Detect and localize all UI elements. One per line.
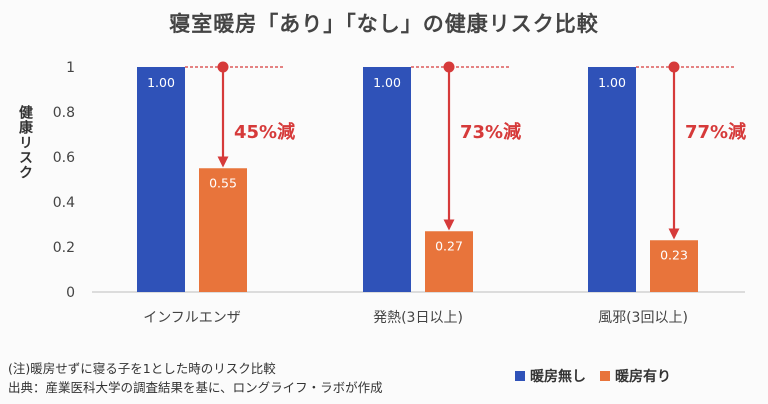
bar-heating xyxy=(425,231,473,292)
y-tick-label: 0.2 xyxy=(53,240,75,256)
y-tick-label: 1 xyxy=(66,60,75,76)
reduction-arrow-dot xyxy=(443,61,455,73)
legend: 暖房無し 暖房有り xyxy=(515,366,671,386)
legend-label-heating: 暖房有り xyxy=(615,369,671,385)
footnotes: (注)暖房せずに寝る子を1とした時のリスク比較 出典：産業医科大学の調査結果を基… xyxy=(8,359,383,397)
footnote-source: 出典：産業医科大学の調査結果を基に、ロングライフ・ラボが作成 xyxy=(8,380,383,395)
legend-swatch-heating xyxy=(600,371,610,381)
chart-title: 寝室暖房「あり」「なし」の健康リスク比較 xyxy=(169,12,599,36)
y-tick-label: 0 xyxy=(66,285,75,301)
legend-item-heating: 暖房有り xyxy=(600,366,671,386)
x-tick-label: 発熱(3日以上) xyxy=(373,310,463,326)
legend-label-no-heating: 暖房無し xyxy=(530,369,586,385)
bar-value-label: 0.27 xyxy=(435,238,463,253)
reduction-annotation: 77%減 xyxy=(685,121,746,143)
bar-no-heating xyxy=(363,67,411,292)
y-tick-label: 0.8 xyxy=(53,105,75,121)
legend-item-no-heating: 暖房無し xyxy=(515,366,586,386)
y-tick-label: 0.4 xyxy=(53,195,75,211)
y-tick-label: 0.6 xyxy=(53,150,75,166)
x-tick-label: 風邪(3回以上) xyxy=(598,310,688,326)
legend-swatch-no-heating xyxy=(515,371,525,381)
bar-value-label: 0.55 xyxy=(209,175,237,190)
footnote-note: (注)暖房せずに寝る子を1とした時のリスク比較 xyxy=(8,361,276,376)
reduction-arrow-dot xyxy=(217,61,229,73)
bar-heating xyxy=(199,168,247,292)
x-tick-label: インフルエンザ xyxy=(143,310,241,326)
bar-value-label: 1.00 xyxy=(147,75,175,90)
bar-no-heating xyxy=(588,67,636,292)
bar-value-label: 1.00 xyxy=(373,75,401,90)
reduction-annotation: 45%減 xyxy=(234,121,295,143)
bar-value-label: 0.23 xyxy=(660,247,688,262)
reduction-annotation: 73%減 xyxy=(460,121,521,143)
y-axis-label: 健康リスク xyxy=(17,105,33,180)
bar-value-label: 1.00 xyxy=(598,75,626,90)
reduction-arrow-dot xyxy=(668,61,680,73)
bar-heating xyxy=(650,240,698,292)
bar-no-heating xyxy=(137,67,185,292)
